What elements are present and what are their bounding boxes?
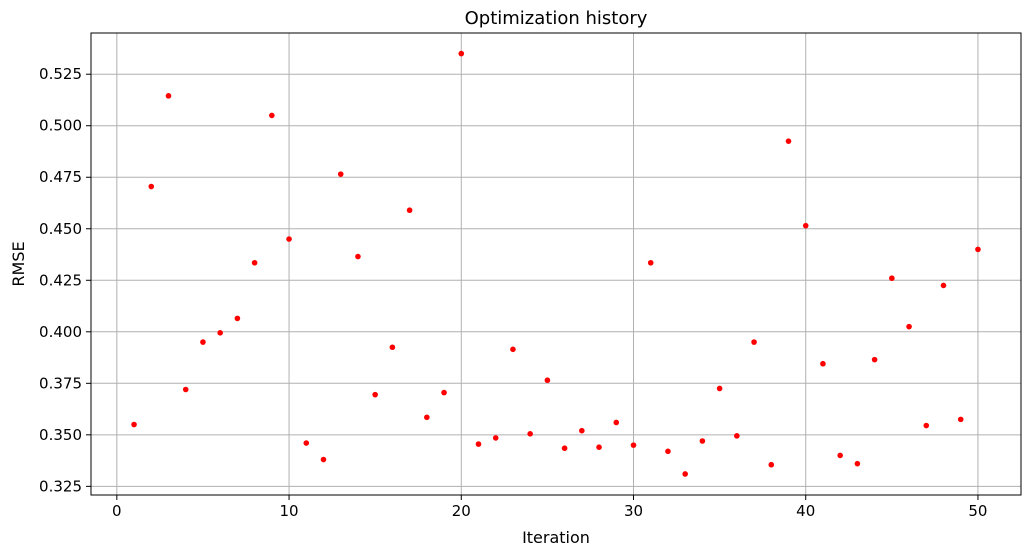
data-point: [923, 422, 930, 429]
x-axis: 0 10 20 30 40 50: [112, 495, 987, 520]
data-point: [372, 391, 378, 398]
data-point: [251, 259, 258, 266]
data-point: [596, 444, 602, 450]
data-point: [527, 430, 533, 437]
data-point: [148, 183, 155, 190]
data-point: [200, 339, 206, 345]
data-point: [269, 112, 275, 119]
data-point: [234, 315, 241, 322]
data-point: [579, 427, 585, 434]
data-point: [854, 460, 861, 467]
data-point: [286, 236, 292, 242]
plot-area-frame: [90, 32, 1022, 496]
data-point: [475, 441, 482, 447]
grid-lines: [91, 33, 1021, 495]
y-tick-label: 0.350: [39, 426, 82, 444]
data-point: [940, 282, 947, 289]
data-point: [424, 414, 430, 421]
y-tick-label: 0.325: [39, 477, 82, 495]
y-tick-label: 0.450: [39, 220, 82, 238]
y-tick-label: 0.525: [39, 65, 82, 83]
data-point: [613, 419, 620, 426]
data-point: [182, 386, 189, 393]
data-point: [751, 339, 757, 345]
data-point: [837, 452, 843, 459]
data-point: [734, 433, 740, 439]
data-point: [647, 259, 654, 266]
data-point: [320, 456, 327, 463]
data-point: [389, 344, 396, 351]
y-tick-label: 0.425: [39, 271, 82, 289]
y-tick-label: 0.400: [39, 323, 82, 341]
y-axis-label: RMSE: [9, 241, 28, 286]
data-point: [889, 275, 895, 282]
data-point: [768, 461, 775, 468]
data-point: [785, 138, 792, 144]
x-tick-label: 40: [796, 502, 815, 520]
data-point: [441, 389, 447, 396]
data-point: [906, 323, 912, 330]
data-point: [975, 246, 981, 253]
data-point: [802, 222, 809, 229]
data-point: [355, 253, 361, 260]
data-point: [303, 440, 310, 446]
x-tick-label: 50: [968, 502, 987, 520]
data-point: [217, 330, 223, 336]
data-point: [510, 346, 516, 353]
x-tick-label: 10: [280, 502, 299, 520]
data-point: [337, 171, 344, 177]
data-point: [682, 471, 688, 477]
data-point: [406, 207, 413, 214]
data-point: [957, 416, 964, 423]
data-point: [131, 421, 137, 428]
x-tick-label: 20: [452, 502, 471, 520]
data-point: [544, 377, 551, 384]
y-tick-label: 0.375: [39, 374, 82, 392]
data-points: [131, 50, 981, 477]
y-tick-label: 0.475: [39, 168, 82, 186]
data-point: [871, 356, 878, 363]
x-axis-label: Iteration: [522, 528, 590, 547]
y-axis: 0.325 0.350 0.375 0.400 0.425 0.450 0.475 0.500…: [39, 65, 91, 495]
y-tick-label: 0.500: [39, 117, 82, 135]
x-tick-label: 0: [112, 502, 122, 520]
data-point: [716, 385, 723, 392]
data-point: [820, 360, 826, 367]
data-point: [699, 438, 706, 444]
data-point: [458, 50, 465, 57]
data-point: [561, 445, 568, 452]
data-point: [492, 435, 499, 441]
data-point: [665, 448, 671, 455]
data-point: [630, 442, 637, 448]
chart-title: Optimization history: [465, 8, 648, 29]
x-tick-label: 30: [624, 502, 643, 520]
data-point: [165, 93, 172, 99]
